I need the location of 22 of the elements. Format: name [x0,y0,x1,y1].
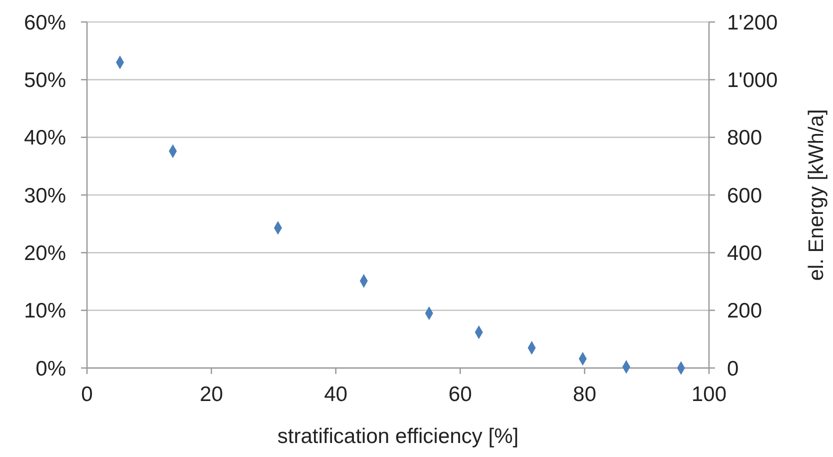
y-tick-label: 20% [24,242,66,266]
y2-tick-label: 600 [727,184,762,208]
y-tick-label: 30% [24,184,66,208]
y2-tick-label: 1'200 [727,11,778,34]
x-axis-title: stratification efficiency [%] [277,425,519,448]
y-tick-label: 40% [24,126,66,150]
x-tick-label: 100 [691,383,727,406]
y2-tick-label: 400 [727,242,762,266]
y2-tick-label: 200 [727,300,762,323]
y2-axis-title: el. Energy [kWh/a] [805,109,828,281]
x-tick-label: 80 [572,383,596,406]
y-tick-label: 10% [24,300,66,323]
y-tick-label: 0% [36,357,66,380]
y2-tick-label: 1'000 [727,69,778,92]
x-tick-label: 60 [448,383,472,406]
y2-tick-label: 800 [727,126,762,150]
x-tick-label: 40 [324,383,348,406]
y2-tick-label: 0 [727,357,739,380]
y-tick-label: 60% [24,11,66,34]
x-tick-label: 0 [81,383,93,406]
y-tick-label: 50% [24,69,66,92]
x-tick-label: 20 [200,383,224,406]
